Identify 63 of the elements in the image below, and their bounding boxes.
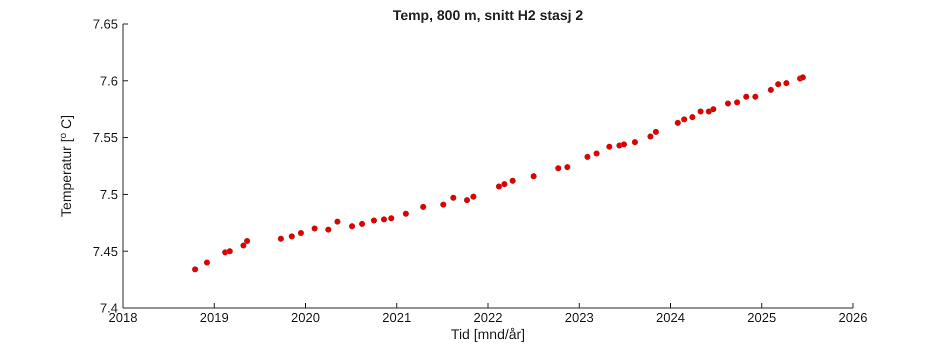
y-tick-label: 7.45 (92, 244, 118, 259)
x-tick-label: 2023 (564, 310, 594, 326)
x-tick-label: 2024 (656, 310, 685, 326)
point (783, 80, 790, 86)
point (244, 238, 250, 244)
point (710, 106, 717, 112)
point (370, 217, 378, 224)
point (647, 133, 654, 140)
point (564, 164, 571, 170)
point (674, 120, 681, 126)
x-tick-label: 2020 (291, 310, 320, 326)
point (652, 128, 660, 136)
point (496, 183, 502, 190)
chart-title: Temp, 800 m, snitt H2 stasj 2 (392, 7, 584, 23)
point (509, 178, 516, 184)
point (450, 194, 456, 201)
point (325, 226, 332, 233)
point (388, 215, 394, 222)
point (240, 242, 247, 249)
point (298, 230, 304, 236)
point (470, 194, 477, 200)
point (440, 201, 446, 208)
point (278, 236, 284, 242)
x-tick-label: 2021 (382, 310, 412, 326)
point (420, 204, 426, 210)
x-tick-label: 2022 (474, 310, 502, 326)
point (681, 116, 688, 123)
y-tick-label: 7.6 (100, 73, 118, 88)
point (358, 220, 366, 228)
point (593, 150, 600, 157)
point (288, 233, 295, 240)
point (555, 165, 562, 172)
point (800, 74, 806, 81)
point (632, 138, 638, 146)
point (775, 81, 782, 88)
y-tick-label: 7.5 (100, 187, 118, 202)
y-tick-label: 7.65 (92, 16, 118, 32)
point (620, 141, 628, 148)
point (689, 114, 696, 120)
point (752, 94, 759, 100)
point (606, 144, 613, 150)
point (226, 248, 233, 254)
point (768, 86, 774, 94)
point (697, 108, 704, 115)
point (464, 196, 470, 204)
y-tick-label: 7.55 (92, 130, 118, 146)
point (204, 259, 210, 266)
point (334, 218, 341, 225)
x-tick-label: 2026 (838, 310, 868, 326)
point (192, 266, 198, 273)
point (743, 94, 750, 100)
point (734, 99, 740, 106)
point (501, 181, 508, 188)
point (402, 210, 410, 217)
x-tick-label: 2025 (747, 310, 776, 326)
x-tick-label: 2019 (200, 310, 229, 326)
point (724, 100, 732, 107)
x-axis-title: Tid [mnd/år] (450, 326, 526, 342)
point (348, 223, 356, 230)
point (380, 216, 388, 223)
point (530, 173, 537, 180)
point (311, 225, 318, 232)
point (584, 154, 591, 160)
